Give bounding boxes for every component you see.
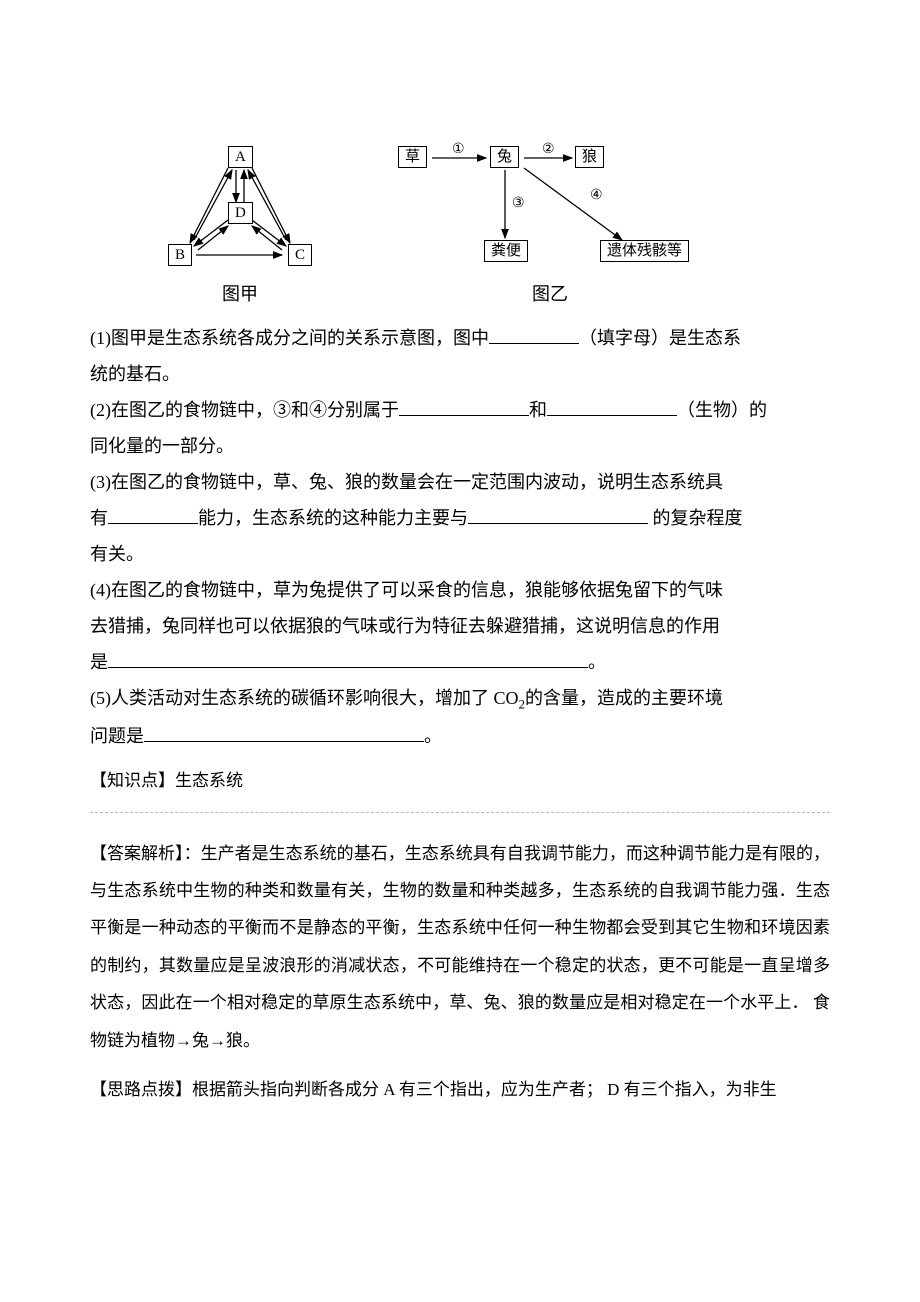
knowledge-tag: 【知识点】生态系统: [90, 764, 830, 798]
q2-pre: (2)在图乙的食物链中，③和④分别属于: [90, 400, 399, 420]
q3-blank2: [468, 506, 648, 524]
question-5-line2: 问题是 。: [90, 718, 830, 754]
node-feces: 粪便: [484, 240, 528, 262]
q5-blank: [144, 724, 424, 742]
node-d: D: [228, 202, 253, 224]
caption-jia: 图甲: [222, 276, 258, 312]
answer-label: 【答案解析】：: [90, 844, 201, 863]
diagram-jia: A D B C 图甲: [150, 140, 330, 312]
node-c: C: [288, 244, 312, 266]
node-grass: 草: [398, 146, 427, 168]
hint-section: 【思路点拨】根据箭头指向判断各成分 A 有三个指出，应为生产者； D 有三个指入…: [90, 1073, 830, 1107]
question-4-line1: (4)在图乙的食物链中，草为兔提供了可以采食的信息，狼能够依据兔留下的气味: [90, 572, 830, 608]
node-rabbit: 兔: [490, 146, 519, 168]
answer-section: 【答案解析】：生产者是生态系统的基石，生态系统具有自我调节能力，而这种调节能力是…: [90, 835, 830, 1059]
q4-blank: [108, 650, 588, 668]
q2-blank2: [547, 398, 677, 416]
edge-label-4: ④: [590, 182, 603, 210]
hint-text: 根据箭头指向判断各成分 A 有三个指出，应为生产者； D 有三个指入，为非生: [192, 1080, 777, 1099]
answer-text: 生产者是生态系统的基石，生态系统具有自我调节能力，而这种调节能力是有限的，与生态…: [90, 844, 830, 1050]
caption-yi: 图乙: [532, 276, 568, 312]
q4-l3a: 是: [90, 652, 108, 672]
node-b: B: [168, 244, 192, 266]
edge-label-1: ①: [452, 136, 465, 164]
node-a: A: [228, 146, 253, 168]
q5-l2a: 问题是: [90, 726, 144, 746]
question-2: (2)在图乙的食物链中，③和④分别属于 和 （生物）的: [90, 392, 830, 428]
question-3-line3: 有关。: [90, 536, 830, 572]
hint-label: 【思路点拨】: [90, 1080, 192, 1099]
q1-blank: [489, 326, 579, 344]
q3-l2c: 的复杂程度: [648, 508, 743, 528]
dashed-separator: [90, 812, 830, 813]
q1-pre: (1)图甲是生态系统各成分之间的关系示意图，图中: [90, 328, 489, 348]
node-remains: 遗体残骸等: [600, 240, 689, 262]
q5-l2b: 。: [424, 726, 442, 746]
q5-mid: 的含量，造成的主要环境: [525, 688, 723, 708]
q1-post1: （填字母）是生态系: [579, 328, 741, 348]
question-3-line1: (3)在图乙的食物链中，草、兔、狼的数量会在一定范围内波动，说明生态系统具: [90, 464, 830, 500]
edge-label-2: ②: [542, 136, 555, 164]
q4-l3b: 。: [588, 652, 606, 672]
question-2-line2: 同化量的一部分。: [90, 428, 830, 464]
node-wolf: 狼: [575, 146, 604, 168]
question-3-line2: 有 能力，生态系统的这种能力主要与 的复杂程度: [90, 500, 830, 536]
q2-mid: 和: [529, 400, 547, 420]
question-1-line2: 统的基石。: [90, 356, 830, 392]
edge-label-3: ③: [512, 190, 525, 218]
diagrams-row: A D B C 图甲 草 兔 狼 粪便: [90, 140, 830, 312]
q3-blank1: [108, 506, 198, 524]
question-4-line3: 是。: [90, 644, 830, 680]
q2-blank1: [399, 398, 529, 416]
question-4-line2: 去猎捕，兔同样也可以依据狼的气味或行为特征去躲避猎捕，这说明信息的作用: [90, 608, 830, 644]
q2-post1: （生物）的: [677, 400, 767, 420]
q5-pre: (5)人类活动对生态系统的碳循环影响很大，增加了 CO: [90, 688, 519, 708]
question-5-line1: (5)人类活动对生态系统的碳循环影响很大，增加了 CO2的含量，造成的主要环境: [90, 680, 830, 718]
q3-l2a: 有: [90, 508, 108, 528]
q3-l2b: 能力，生态系统的这种能力主要与: [198, 508, 468, 528]
diagram-yi: 草 兔 狼 粪便 遗体残骸等 ① ② ③ ④ 图乙: [390, 140, 710, 312]
question-1: (1)图甲是生态系统各成分之间的关系示意图，图中 （填字母）是生态系: [90, 320, 830, 356]
